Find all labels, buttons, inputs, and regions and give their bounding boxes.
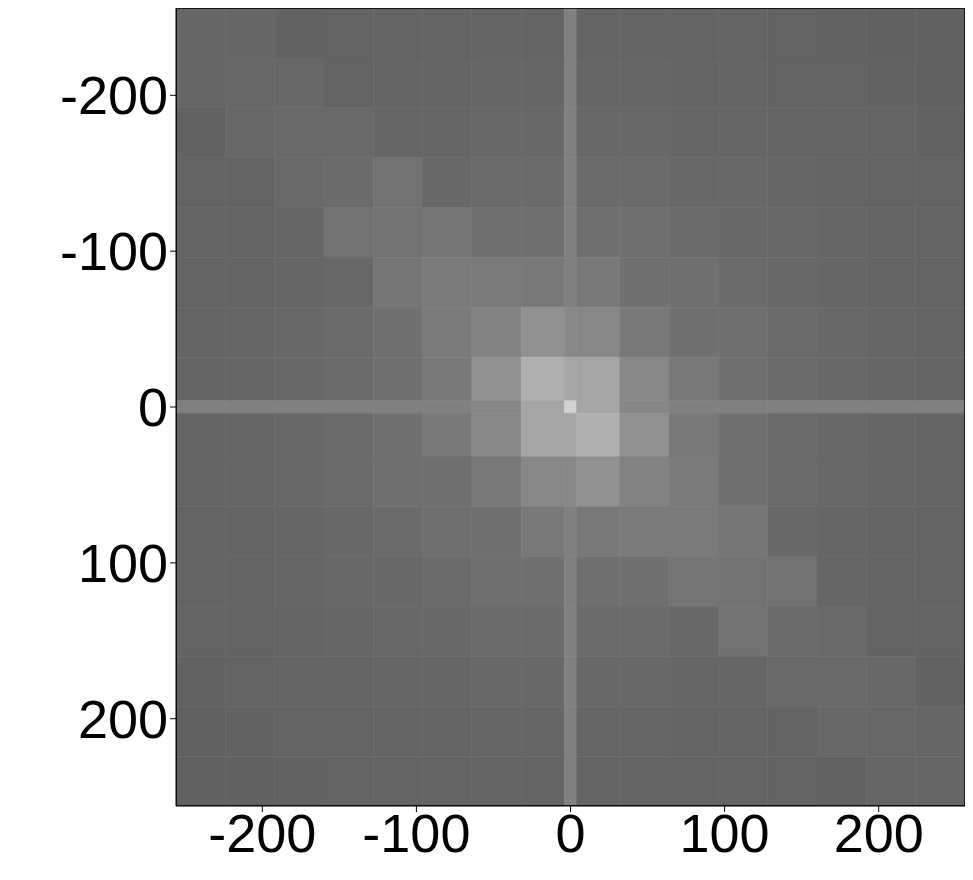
svg-text:200: 200 [78, 689, 168, 749]
svg-text:200: 200 [834, 803, 924, 863]
svg-text:100: 100 [78, 533, 168, 593]
svg-text:100: 100 [680, 803, 770, 863]
svg-text:-100: -100 [60, 221, 168, 281]
svg-text:-200: -200 [208, 803, 316, 863]
svg-text:-200: -200 [60, 65, 168, 125]
svg-text:0: 0 [555, 803, 585, 863]
svg-text:-100: -100 [362, 803, 470, 863]
svg-text:0: 0 [138, 377, 168, 437]
